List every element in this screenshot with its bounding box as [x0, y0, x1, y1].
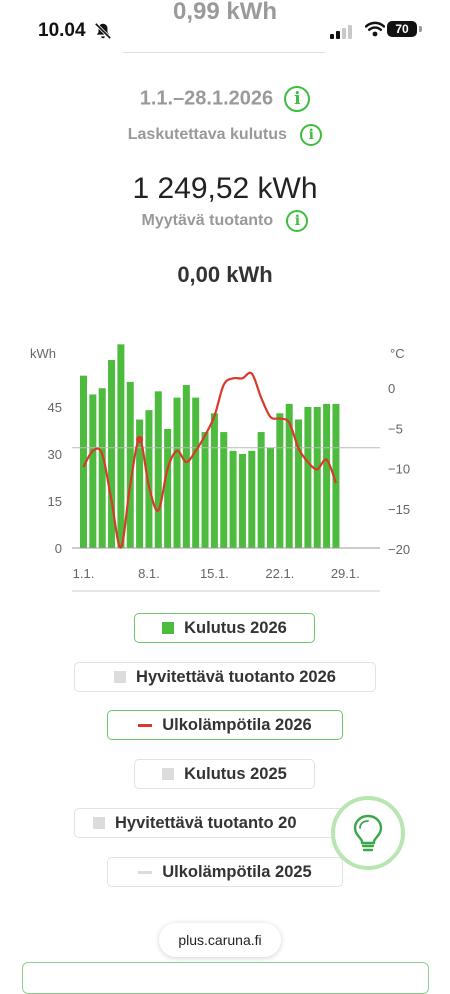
- consumption-bar[interactable]: [145, 410, 153, 548]
- consumption-bar[interactable]: [276, 413, 284, 548]
- previous-value: 0,99 kWh: [172, 0, 278, 25]
- signal-icon: [330, 25, 352, 39]
- x-axis-tick: 8.1.: [138, 566, 160, 581]
- consumption-bar[interactable]: [182, 385, 190, 548]
- lightbulb-icon: [353, 814, 383, 852]
- consumption-bar[interactable]: [332, 403, 340, 548]
- consumption-bar[interactable]: [154, 391, 162, 548]
- legend-label: Ulkolämpötila 2026: [162, 715, 312, 734]
- legend-swatch: [138, 870, 153, 874]
- temperature-marker[interactable]: [136, 436, 144, 444]
- legend-swatch: [162, 622, 175, 634]
- tips-button[interactable]: [331, 796, 405, 870]
- legend-ulkolampotila-2026[interactable]: Ulkolämpötila 2026: [107, 710, 343, 740]
- legend-ulkolampotila-2025[interactable]: Ulkolämpötila 2025: [107, 857, 343, 887]
- consumption-bar[interactable]: [80, 375, 87, 548]
- legend-swatch: [162, 768, 175, 780]
- bottom-panel: [22, 962, 429, 994]
- right-axis-tick: −5: [388, 421, 403, 436]
- left-axis-tick: 0: [55, 541, 62, 556]
- billable-value: 1 249,52 kWh: [132, 172, 318, 205]
- legend-label: Kulutus 2026: [184, 618, 287, 637]
- bell-muted-icon: [94, 22, 112, 40]
- x-axis-tick: 15.1.: [200, 566, 229, 581]
- right-axis-tick: −20: [388, 542, 410, 557]
- sellable-label: Myytävä tuotanto: [141, 212, 274, 230]
- legend-label: Kulutus 2025: [184, 764, 287, 783]
- billable-label: Laskutettava kulutus: [127, 126, 287, 144]
- consumption-bar[interactable]: [323, 403, 331, 548]
- consumption-bar[interactable]: [164, 428, 172, 548]
- legend-kulutus-2025[interactable]: Kulutus 2025: [134, 759, 315, 789]
- consumption-bar[interactable]: [89, 394, 97, 548]
- billable-row: Laskutettava kulutus i: [0, 124, 450, 146]
- battery-nub: [419, 26, 422, 32]
- consumption-bar[interactable]: [238, 454, 246, 548]
- right-axis-tick: −15: [388, 502, 410, 517]
- left-axis-tick: 15: [48, 494, 62, 509]
- info-icon[interactable]: i: [284, 86, 311, 112]
- consumption-bar[interactable]: [267, 447, 274, 548]
- status-time: 10.04: [38, 20, 86, 41]
- consumption-bar[interactable]: [295, 419, 303, 548]
- period-row: 1.1.–28.1.2026 i: [0, 86, 450, 112]
- consumption-bar[interactable]: [313, 407, 321, 548]
- left-axis-tick: 45: [48, 400, 62, 415]
- info-icon[interactable]: i: [286, 210, 309, 232]
- consumption-bar[interactable]: [192, 397, 200, 548]
- consumption-bar[interactable]: [173, 397, 181, 548]
- consumption-bar[interactable]: [210, 413, 218, 548]
- legend-label: Ulkolämpötila 2025: [162, 862, 312, 881]
- consumption-bar[interactable]: [201, 432, 209, 548]
- consumption-chart[interactable]: kWh °C 0 15 30 45 0 −5 −10 −15 −20 1.1. 8.1. 15.1…: [0, 330, 450, 600]
- left-axis-unit: kWh: [30, 346, 56, 361]
- legend-hyvitettava-2025[interactable]: Hyvitettävä tuotanto 20: [74, 808, 359, 838]
- legend-kulutus-2026[interactable]: Kulutus 2026: [134, 613, 315, 643]
- legend-swatch: [114, 671, 127, 683]
- sellable-value: 0,00 kWh: [177, 262, 273, 287]
- consumption-bar[interactable]: [136, 419, 144, 548]
- consumption-bar[interactable]: [229, 450, 237, 548]
- consumption-bar[interactable]: [257, 432, 265, 548]
- legend-swatch: [138, 723, 153, 727]
- battery-indicator: 70: [387, 21, 417, 37]
- consumption-bar[interactable]: [108, 360, 116, 548]
- divider: [123, 52, 325, 53]
- temperature-line: [82, 371, 337, 549]
- left-axis-tick: 30: [48, 447, 62, 462]
- legend-label: Hyvitettävä tuotanto 20: [115, 813, 297, 832]
- consumption-bar[interactable]: [220, 432, 228, 548]
- consumption-bar[interactable]: [117, 344, 125, 548]
- x-axis-tick: 1.1.: [73, 566, 95, 581]
- x-axis-tick: 29.1.: [331, 566, 360, 581]
- x-axis-tick: 22.1.: [265, 566, 294, 581]
- period-label: 1.1.–28.1.2026: [139, 87, 274, 110]
- sellable-row: Myytävä tuotanto i: [0, 210, 450, 232]
- legend-hyvitettava-2026[interactable]: Hyvitettävä tuotanto 2026: [74, 662, 376, 692]
- legend-swatch: [93, 817, 105, 829]
- info-icon[interactable]: i: [300, 124, 323, 146]
- consumption-bar[interactable]: [304, 407, 312, 548]
- legend-label: Hyvitettävä tuotanto 2026: [136, 667, 336, 686]
- consumption-bar[interactable]: [126, 381, 134, 548]
- right-axis-unit: °C: [390, 346, 405, 361]
- right-axis-tick: −10: [388, 462, 410, 477]
- url-chip[interactable]: plus.caruna.fi: [159, 923, 281, 957]
- right-axis-tick: 0: [388, 381, 395, 396]
- consumption-bar[interactable]: [285, 403, 293, 548]
- wifi-icon: [365, 21, 385, 37]
- consumption-bar[interactable]: [248, 450, 256, 548]
- consumption-bar[interactable]: [98, 388, 106, 548]
